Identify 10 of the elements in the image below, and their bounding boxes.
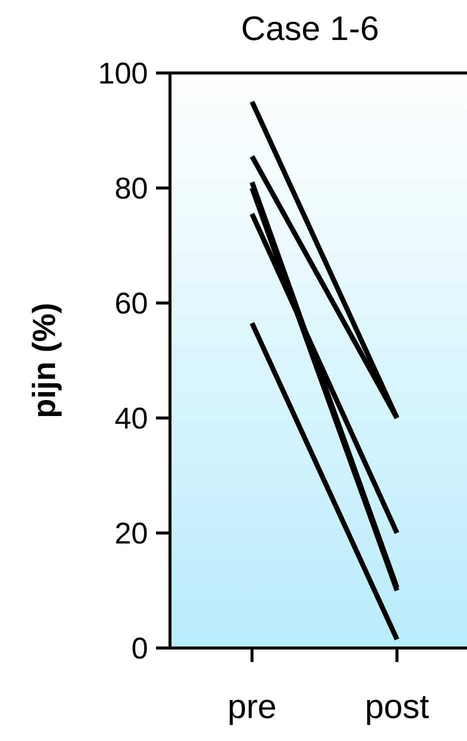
y-tick-label: 60	[114, 288, 148, 320]
y-axis-title: pijn (%)	[26, 302, 62, 418]
y-tick-label: 0	[131, 632, 148, 666]
chart-title: Case 1-6	[241, 10, 379, 48]
y-tick-label: 100	[98, 58, 148, 90]
y-tick-label: 40	[114, 402, 148, 436]
x-tick-label: pre	[227, 688, 277, 726]
y-tick-label: 20	[114, 518, 148, 550]
x-tick-label: post	[364, 688, 430, 726]
y-tick-label: 80	[114, 172, 148, 206]
